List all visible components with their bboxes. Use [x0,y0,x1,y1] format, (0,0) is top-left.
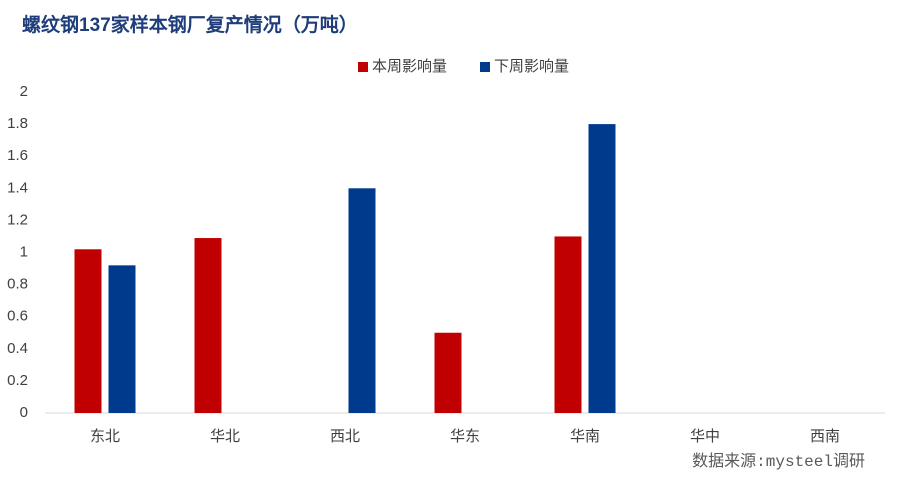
y-tick-label: 0.8 [7,276,28,293]
bar [74,249,102,413]
x-tick-label: 西南 [810,428,840,445]
y-tick-label: 2 [20,83,28,100]
bar [588,124,616,413]
y-tick-label: 1.2 [7,211,28,228]
x-tick-label: 华南 [570,428,600,445]
legend-swatch [480,62,490,72]
bar [554,236,582,413]
y-tick-label: 0.2 [7,372,28,389]
bar [194,238,222,413]
source-note: 数据来源:mysteel调研 [692,452,865,471]
x-tick-label: 华北 [210,428,240,445]
chart-title: 螺纹钢137家样本钢厂复产情况（万吨） [22,13,358,36]
bar [348,188,376,413]
y-tick-label: 1.8 [7,115,28,132]
bar [434,332,462,413]
x-tick-label: 华东 [450,428,480,445]
x-tick-label: 华中 [690,428,720,445]
y-tick-label: 1.6 [7,147,28,164]
y-tick-label: 0 [20,404,28,421]
legend-swatch [358,62,368,72]
x-tick-label: 东北 [90,428,120,445]
bar [108,265,136,413]
y-tick-label: 1 [20,243,28,260]
legend-label: 本周影响量 [372,58,447,75]
x-tick-label: 西北 [330,428,360,445]
legend-label: 下周影响量 [494,58,569,75]
y-tick-label: 1.4 [7,179,28,196]
y-tick-label: 0.4 [7,340,28,357]
y-tick-label: 0.6 [7,308,28,325]
